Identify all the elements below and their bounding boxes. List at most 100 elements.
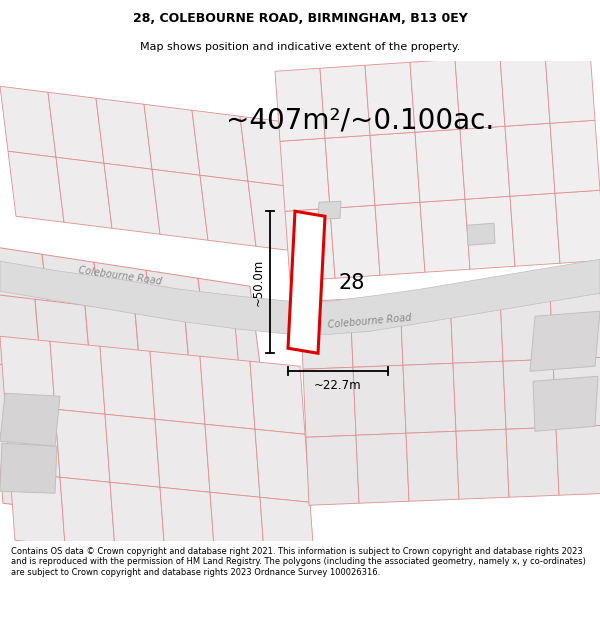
- Polygon shape: [208, 356, 270, 442]
- Polygon shape: [353, 365, 406, 435]
- Polygon shape: [104, 340, 166, 426]
- Polygon shape: [275, 68, 325, 141]
- Polygon shape: [198, 278, 260, 364]
- Polygon shape: [205, 424, 260, 498]
- Polygon shape: [8, 151, 64, 222]
- Polygon shape: [55, 409, 110, 482]
- Polygon shape: [97, 445, 153, 521]
- Polygon shape: [155, 419, 210, 492]
- Polygon shape: [403, 363, 456, 433]
- Polygon shape: [5, 404, 60, 478]
- Polygon shape: [56, 158, 112, 228]
- Polygon shape: [545, 50, 595, 123]
- Polygon shape: [160, 488, 215, 560]
- Polygon shape: [114, 418, 176, 504]
- Polygon shape: [191, 388, 247, 463]
- Polygon shape: [144, 104, 200, 175]
- Polygon shape: [320, 65, 370, 138]
- Polygon shape: [356, 433, 409, 503]
- Polygon shape: [450, 293, 503, 363]
- Polygon shape: [0, 86, 56, 158]
- Polygon shape: [200, 175, 256, 246]
- Polygon shape: [48, 92, 104, 163]
- Polygon shape: [303, 368, 356, 438]
- Polygon shape: [218, 434, 280, 520]
- Polygon shape: [200, 356, 255, 429]
- Polygon shape: [147, 451, 203, 528]
- Polygon shape: [0, 259, 600, 334]
- Polygon shape: [52, 332, 114, 418]
- Text: ~407m²/~0.100ac.: ~407m²/~0.100ac.: [226, 106, 494, 134]
- Polygon shape: [550, 120, 600, 193]
- Polygon shape: [318, 201, 341, 219]
- Polygon shape: [555, 190, 600, 263]
- Polygon shape: [453, 361, 506, 431]
- Polygon shape: [506, 428, 559, 498]
- Text: Colebourne Road: Colebourne Road: [328, 312, 412, 330]
- Polygon shape: [0, 324, 62, 410]
- Polygon shape: [60, 478, 115, 550]
- Polygon shape: [185, 318, 241, 393]
- Polygon shape: [280, 138, 330, 211]
- Polygon shape: [94, 262, 156, 348]
- Text: ~50.0m: ~50.0m: [252, 259, 265, 306]
- Text: Contains OS data © Crown copyright and database right 2021. This information is : Contains OS data © Crown copyright and d…: [11, 547, 586, 577]
- Polygon shape: [35, 299, 91, 375]
- Polygon shape: [556, 425, 600, 495]
- Polygon shape: [240, 116, 296, 188]
- Polygon shape: [406, 431, 459, 501]
- Polygon shape: [85, 305, 141, 381]
- Polygon shape: [0, 246, 52, 332]
- Polygon shape: [306, 435, 359, 505]
- Polygon shape: [288, 211, 325, 353]
- Polygon shape: [503, 359, 556, 429]
- Polygon shape: [255, 429, 310, 503]
- Polygon shape: [105, 414, 160, 488]
- Polygon shape: [50, 341, 105, 414]
- Polygon shape: [455, 56, 505, 129]
- Polygon shape: [467, 223, 495, 245]
- Polygon shape: [465, 196, 515, 269]
- Polygon shape: [10, 402, 72, 488]
- Text: 28, COLEBOURNE ROAD, BIRMINGHAM, B13 0EY: 28, COLEBOURNE ROAD, BIRMINGHAM, B13 0EY: [133, 12, 467, 25]
- Polygon shape: [0, 443, 57, 493]
- Polygon shape: [96, 98, 152, 169]
- Polygon shape: [325, 135, 375, 208]
- Polygon shape: [104, 163, 160, 234]
- Polygon shape: [553, 357, 600, 428]
- Text: ~22.7m: ~22.7m: [314, 379, 362, 392]
- Polygon shape: [250, 361, 305, 434]
- Text: 28: 28: [339, 273, 365, 293]
- Polygon shape: [365, 62, 415, 135]
- Polygon shape: [370, 132, 420, 205]
- Polygon shape: [192, 110, 248, 181]
- Polygon shape: [400, 295, 453, 365]
- Polygon shape: [135, 311, 191, 388]
- Polygon shape: [410, 59, 460, 132]
- Polygon shape: [300, 299, 353, 369]
- Polygon shape: [62, 410, 124, 496]
- Polygon shape: [285, 208, 335, 281]
- Polygon shape: [500, 53, 550, 126]
- Polygon shape: [420, 199, 470, 272]
- Polygon shape: [152, 169, 208, 240]
- Polygon shape: [0, 393, 60, 446]
- Polygon shape: [460, 126, 510, 199]
- Polygon shape: [150, 351, 205, 424]
- Polygon shape: [100, 346, 155, 419]
- Polygon shape: [146, 270, 208, 356]
- Polygon shape: [500, 291, 553, 361]
- Polygon shape: [10, 472, 65, 545]
- Polygon shape: [415, 129, 465, 202]
- Polygon shape: [550, 289, 600, 359]
- Polygon shape: [456, 429, 509, 499]
- Polygon shape: [110, 482, 165, 555]
- Polygon shape: [42, 254, 104, 340]
- Polygon shape: [0, 433, 53, 509]
- Polygon shape: [260, 498, 315, 570]
- Polygon shape: [197, 458, 253, 533]
- Polygon shape: [0, 336, 55, 409]
- Polygon shape: [530, 311, 600, 371]
- Text: Colebourne Road: Colebourne Road: [77, 266, 163, 287]
- Polygon shape: [0, 293, 41, 369]
